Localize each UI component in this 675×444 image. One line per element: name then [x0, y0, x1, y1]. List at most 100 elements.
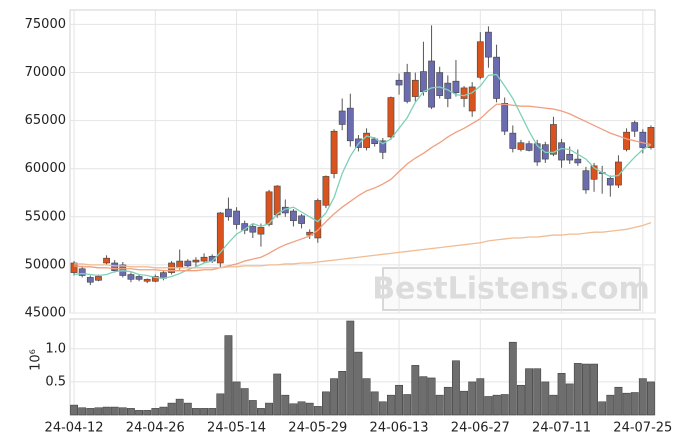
volume-bar [378, 401, 387, 416]
volume-bar [102, 406, 111, 416]
candle-body [95, 276, 102, 281]
volume-bar [500, 394, 509, 416]
volume-bar [70, 404, 78, 416]
volume-frame [69, 318, 656, 416]
moving-average-line [73, 73, 652, 280]
x-tick-label: 24-06-13 [370, 421, 429, 436]
candle-body [590, 165, 598, 180]
volume-bar [240, 388, 249, 416]
volume-bar [289, 403, 298, 416]
volume-bar [297, 401, 306, 416]
candle-body [70, 262, 78, 273]
candle-body [78, 268, 86, 276]
candle-body [574, 158, 582, 164]
volume-bar [200, 408, 208, 416]
volume-bar [143, 410, 152, 416]
candle-body [86, 277, 94, 283]
volume-bar [281, 394, 290, 416]
candle-body [379, 140, 387, 153]
candle-body [647, 127, 655, 148]
volume-bar [273, 373, 282, 416]
volume-bar [517, 384, 525, 416]
y-tick-label: 50000 [25, 257, 66, 272]
volume-bar [614, 386, 623, 416]
candle-body [550, 124, 557, 155]
candle-body [281, 206, 289, 214]
volume-bar [452, 360, 460, 416]
candle-body [151, 276, 159, 282]
y-tick-label: 65000 [25, 113, 66, 128]
volume-bar [248, 400, 257, 416]
candle-body [485, 31, 492, 58]
volume-bar [265, 402, 273, 416]
x-tick-label: 24-05-29 [288, 421, 347, 436]
moving-average-line [73, 103, 652, 272]
candle-body [103, 257, 110, 264]
volume-bar [224, 335, 233, 416]
candle-body [395, 79, 403, 86]
candle-body [111, 262, 119, 271]
y-tick-label: 70000 [25, 65, 66, 80]
candle-body [444, 82, 452, 99]
candle-body [257, 227, 265, 235]
y-tick-label: 45000 [25, 306, 66, 321]
candle-body [216, 212, 224, 264]
y-tick-label: 75000 [25, 17, 66, 32]
volume-bar [322, 391, 330, 416]
volume-bar [232, 381, 241, 416]
candle-body [290, 210, 297, 221]
volume-bar [346, 320, 355, 416]
volume-bar [630, 392, 639, 416]
volume-bar [549, 394, 558, 416]
candle-body [582, 170, 590, 191]
volume-bar [403, 394, 412, 416]
volume-bar [460, 390, 468, 416]
candle-body [200, 256, 208, 262]
watermark: BestListens.com [372, 272, 650, 307]
x-tick-label: 24-04-12 [45, 421, 104, 436]
candle-body [265, 191, 273, 225]
volume-bar [183, 402, 192, 416]
volume-bar [638, 378, 647, 416]
candle-body [403, 72, 411, 102]
candle-body [517, 142, 525, 150]
candle-body [476, 41, 484, 78]
volume-bar [159, 406, 168, 416]
candle-body [631, 122, 639, 132]
candle-body [176, 260, 184, 269]
volume-bar [192, 408, 200, 416]
volume-bar [257, 408, 265, 416]
volume-bar [647, 381, 655, 416]
candle-body [436, 72, 444, 96]
candle-body [420, 71, 427, 93]
volume-bar [362, 378, 371, 416]
volume-bar [606, 394, 615, 416]
candle-body [330, 130, 338, 174]
volume-bar [573, 363, 582, 416]
volume-bar [94, 407, 103, 416]
candle-body [143, 279, 151, 282]
volume-bar [135, 410, 143, 416]
candle-body [233, 210, 240, 225]
candle-body [192, 259, 200, 263]
volume-bar [557, 373, 566, 416]
volume-bar [167, 402, 176, 416]
candle-body [615, 161, 622, 186]
candle-body [411, 79, 419, 97]
x-tick-label: 24-04-26 [126, 421, 185, 436]
volume-bar [175, 398, 184, 416]
volume-bar [419, 376, 428, 416]
volume-bar [427, 377, 436, 416]
y-tick-label: 0.5 [45, 374, 66, 389]
volume-bar [78, 407, 87, 416]
candle-body [509, 132, 517, 149]
volume-bar [525, 368, 533, 416]
candle-body [273, 185, 281, 216]
y-tick-label: 55000 [25, 209, 66, 224]
volume-bar [387, 394, 395, 416]
volume-bar [435, 394, 444, 416]
volume-axis-label: 10⁶ [29, 349, 44, 371]
volume-bar [86, 408, 95, 416]
candle-body [606, 178, 614, 186]
candle-body [346, 107, 354, 142]
